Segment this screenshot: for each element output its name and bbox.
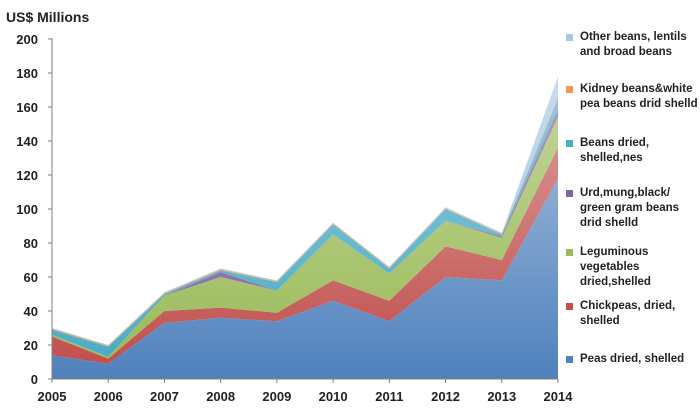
area-chickpeas-dried-shelled bbox=[52, 147, 558, 364]
x-tick-label: 2007 bbox=[150, 389, 179, 404]
legend-swatch bbox=[566, 356, 573, 363]
legend-swatch bbox=[566, 303, 573, 310]
x-tick-labels: 2005 2006 2007 2008 2009 2010 2011 2012 2013 2014 bbox=[38, 379, 574, 404]
y-tick-label: 40 bbox=[24, 304, 38, 319]
y-axis-label: US$ Millions bbox=[6, 9, 89, 25]
legend-label: Beans dried, shelled,nes bbox=[580, 137, 650, 164]
x-tick-label: 2010 bbox=[319, 389, 348, 404]
y-tick-label: 80 bbox=[24, 236, 38, 251]
area-peas-dried-shelled bbox=[52, 178, 558, 379]
y-tick-label: 180 bbox=[16, 66, 38, 81]
legend: Other beans, lentils and broad beans Kidn… bbox=[566, 0, 700, 412]
area-leguminous-vegetables-dried-shelled bbox=[52, 117, 558, 359]
x-tick-label: 2009 bbox=[262, 389, 291, 404]
legend-swatch bbox=[566, 140, 573, 147]
y-tick-label: 0 bbox=[31, 372, 38, 387]
x-tick-label: 2014 bbox=[544, 389, 574, 404]
legend-swatch bbox=[566, 34, 573, 41]
x-tick-label: 2006 bbox=[94, 389, 123, 404]
area-series-group bbox=[52, 76, 558, 379]
y-tick-label: 100 bbox=[16, 202, 38, 217]
y-tick-label: 60 bbox=[24, 270, 38, 285]
legend-swatch bbox=[566, 249, 573, 256]
y-tick-label: 140 bbox=[16, 134, 38, 149]
legend-label: Peas dried, shelled bbox=[580, 353, 685, 365]
legend-swatch bbox=[566, 190, 573, 197]
x-tick-label: 2011 bbox=[375, 389, 403, 404]
legend-swatch bbox=[566, 86, 573, 93]
y-tick-label: 200 bbox=[16, 32, 38, 47]
y-tick-label: 120 bbox=[16, 168, 38, 183]
x-tick-label: 2012 bbox=[431, 389, 460, 404]
legend-label: Chickpeas, dried, shelled bbox=[580, 300, 676, 327]
legend-label: Kidney beans&white pea beans drid shelld bbox=[580, 83, 698, 110]
legend-label: Leguminous vegetables dried,shelled bbox=[580, 246, 651, 288]
x-tick-label: 2008 bbox=[206, 389, 235, 404]
legend-label: Urd,mung,black/ green gram beans drid sh… bbox=[580, 187, 680, 229]
y-tick-label: 20 bbox=[24, 338, 38, 353]
legend-label: Other beans, lentils and broad beans bbox=[580, 31, 687, 58]
x-tick-label: 2005 bbox=[38, 389, 67, 404]
y-tick-labels: 0 20 40 60 80 100 120 140 160 180 200 bbox=[16, 32, 52, 387]
y-tick-label: 160 bbox=[16, 100, 38, 115]
x-tick-label: 2013 bbox=[487, 389, 516, 404]
